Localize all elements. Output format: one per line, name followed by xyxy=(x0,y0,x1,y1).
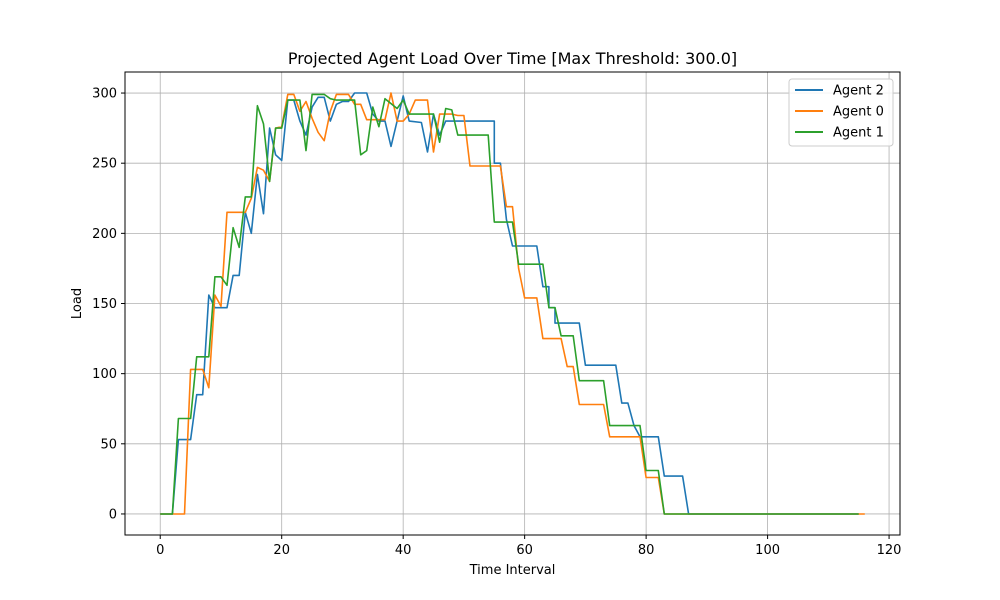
x-tick-label: 80 xyxy=(638,543,655,558)
legend: Agent 2 Agent 0 Agent 1 xyxy=(788,78,894,147)
y-tick-label: 50 xyxy=(100,437,117,452)
x-tick-label: 40 xyxy=(395,543,412,558)
y-axis-ticks: 0 50 100 150 200 250 300 xyxy=(92,87,125,522)
y-tick-label: 0 xyxy=(109,507,117,522)
y-axis-label: Load xyxy=(70,288,85,319)
y-tick-label: 300 xyxy=(92,87,117,102)
y-tick-label: 200 xyxy=(92,227,117,242)
legend-label: Agent 0 xyxy=(833,105,884,120)
x-tick-label: 100 xyxy=(755,543,780,558)
grid-lines xyxy=(125,72,900,535)
series-line-agent-2 xyxy=(160,92,859,515)
y-tick-label: 150 xyxy=(92,297,117,312)
legend-label: Agent 2 xyxy=(833,84,884,99)
y-tick-label: 100 xyxy=(92,367,117,382)
x-axis-ticks: 0 20 40 60 80 100 120 xyxy=(156,535,901,558)
series-lines xyxy=(160,92,865,515)
chart-title: Projected Agent Load Over Time [Max Thre… xyxy=(288,49,737,68)
x-tick-label: 60 xyxy=(516,543,533,558)
x-tick-label: 20 xyxy=(273,543,290,558)
x-tick-label: 120 xyxy=(877,543,902,558)
x-axis-label: Time Interval xyxy=(469,563,556,578)
y-tick-label: 250 xyxy=(92,157,117,172)
x-tick-label: 0 xyxy=(156,543,164,558)
legend-box xyxy=(788,78,894,147)
series-line-agent-0 xyxy=(160,92,865,515)
series-line-agent-1 xyxy=(160,93,859,515)
legend-label: Agent 1 xyxy=(833,126,884,141)
